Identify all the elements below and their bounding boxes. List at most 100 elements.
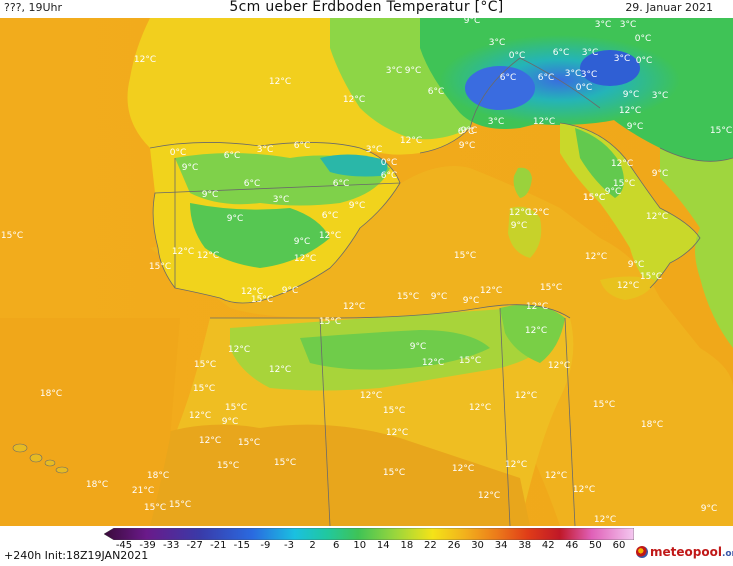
legend-tick: -27 [186,540,203,551]
temperature-label: 9°C [623,90,640,100]
temperature-label: 15°C [251,295,273,305]
temperature-label: 12°C [228,345,250,355]
legend-tick: -33 [162,540,180,551]
temperature-label: 6°C [458,127,475,137]
temperature-label: 9°C [605,187,622,197]
temperature-label: 9°C [410,342,427,352]
temperature-label: 12°C [319,231,341,241]
temperature-label: 9°C [405,66,422,76]
legend-tick: 60 [612,540,626,551]
temperature-label: 15°C [274,458,296,468]
temperature-label: 3°C [582,48,599,58]
temperature-label: 6°C [428,87,445,97]
temperature-label: 12°C [480,286,502,296]
temperature-label: 12°C [343,95,365,105]
temperature-label: 15°C [459,356,481,366]
init-time: +240h Init:18Z19JAN2021 [4,549,149,562]
temperature-label: 3°C [565,69,582,79]
temperature-label: 9°C [294,237,311,247]
temperature-label: 9°C [464,18,481,26]
temperature-label: 18°C [147,471,169,481]
temperature-label: 12°C [269,77,291,87]
temperature-label: 12°C [172,247,194,257]
temperature-label: 6°C [333,179,350,189]
temperature-label: 12°C [545,471,567,481]
temperature-label: 3°C [620,20,637,30]
temperature-label: 0°C [635,34,652,44]
temperature-map: 3°C 3°C0°C9°C3°C0°C 6°C 3°C9°C3°C 3°C6°C6°C 3… [0,18,733,526]
temperature-label: 12°C [646,212,668,222]
italy-green [575,128,624,198]
temperature-label: 9°C [222,417,239,427]
temperature-label: 15°C [169,500,191,510]
temperature-label: 15°C [454,251,476,261]
legend-tick: 18 [400,540,414,551]
temperature-label: 6°C [538,73,555,83]
temperature-label: 6°C [381,171,398,181]
alps-cold-spot-east [580,50,640,86]
temperature-label: 3°C [366,145,383,155]
temperature-label: 6°C [224,151,241,161]
temperature-label: 15°C [144,503,166,513]
temperature-label: 15°C [225,403,247,413]
legend-tick: 2 [309,540,316,551]
temperature-label: 12°C [134,55,156,65]
temperature-label: 15°C [1,231,23,241]
temperature-label: 12°C [515,391,537,401]
temperature-label: 12°C [526,302,548,312]
temperature-label: 3°C [489,38,506,48]
temperature-label: 9°C [461,126,478,136]
temperature-label: 12°C [527,208,549,218]
logo-text: meteopool [650,545,722,559]
legend-tick: -3 [284,540,294,551]
legend-tick: 38 [518,540,532,551]
valid-time-label: ???, 19Uhr [4,1,63,14]
logo-suffix: .org [721,549,733,559]
temperature-label: 9°C [227,214,244,224]
temperature-label: 12°C [573,485,595,495]
temperature-label: 12°C [422,358,444,368]
temperature-label: 0°C [170,148,187,158]
temperature-label: 6°C [294,141,311,151]
temperature-label: 12°C [294,254,316,264]
temperature-label: 12°C [548,361,570,371]
temperature-label: 15°C [613,179,635,189]
temperature-label: 18°C [40,389,62,399]
temperature-label: 15°C [194,360,216,370]
legend-tick-labels: -45 -39 -33 -27 -21 -15 -9 -3 2 6 10 14 18 22 26 30 34 38… [104,540,634,554]
alps-cold-spot [465,66,535,110]
temperature-label: 18°C [641,420,663,430]
temperature-label: 3°C [488,117,505,127]
legend-tick: 50 [589,540,602,551]
temperature-label: 12°C [343,302,365,312]
color-legend [104,528,634,540]
temperature-label: 9°C [628,260,645,270]
temperature-label: 15°C [149,262,171,272]
legend-tick: 6 [332,540,340,551]
temperature-label: 9°C [652,169,669,179]
sicily [600,276,655,300]
temperature-label: 15°C [593,400,615,410]
temperature-label: 9°C [459,141,476,151]
meteopool-logo[interactable]: meteopool.org [650,545,733,559]
corsica [513,167,532,198]
temperature-label: 15°C [319,317,341,327]
temperature-label: 12°C [199,436,221,446]
temperature-label: 15°C [583,193,605,203]
temperature-label: 3°C [273,195,290,205]
temperature-label: 3°C [386,66,403,76]
temperature-label: 9°C [349,201,366,211]
legend-tick: -39 [139,540,156,551]
temperature-label: 12°C [533,117,555,127]
balkans [660,148,733,348]
temperature-label: 15°C [640,272,662,282]
temperature-label: 12°C [585,252,607,262]
legend-tick: -9 [260,540,271,551]
sardinia [508,206,542,258]
canary-islands [12,443,69,474]
temperature-label: 9°C [511,221,528,231]
legend-tick: 34 [494,540,508,551]
legend-tick: 14 [376,540,390,551]
temperature-label: 15°C [383,406,405,416]
temperature-label: 15°C [397,292,419,302]
